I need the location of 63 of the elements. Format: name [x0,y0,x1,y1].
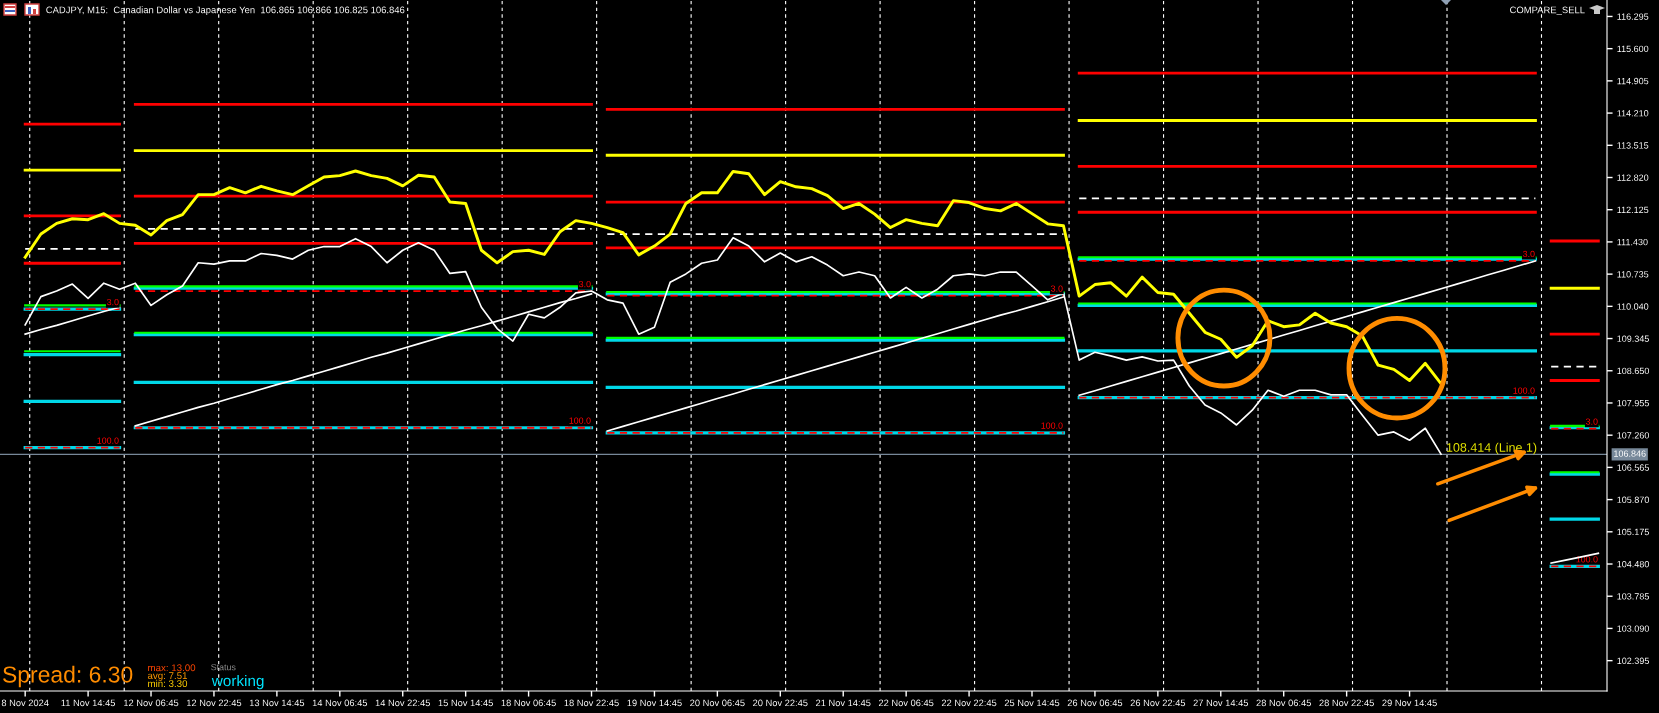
annotation: max: 13.00 [148,664,196,672]
y-tick-label: 107.955 [1617,399,1649,407]
y-tick-label: 114.210 [1617,110,1649,117]
x-tick-label: 15 Nov 14:45 [438,699,493,707]
y-tick-label: 110.040 [1617,303,1649,310]
x-tick-label: 8 Nov 2024 [1,699,49,707]
x-tick-label: 26 Nov 06:45 [1067,699,1123,707]
x-tick-label: 28 Nov 06:45 [1256,699,1311,707]
x-tick-label: 12 Nov 22:45 [186,699,242,707]
x-tick-label: 19 Nov 14:45 [627,699,682,707]
y-tick-label: 103.785 [1617,593,1649,600]
y-tick-label: 109.345 [1617,335,1649,342]
annotation: working [211,674,264,690]
x-tick-label: 20 Nov 22:45 [753,699,808,707]
ref-line-label: 106.846 [1614,450,1646,457]
y-tick-label: 102.395 [1617,657,1649,664]
line-series [23,169,1443,386]
annotation: avg: 7.51 [147,672,188,681]
y-tick-label: 105.870 [1617,496,1649,503]
x-tick-label: 20 Nov 06:45 [690,699,745,707]
x-tick-label: 29 Nov 14:45 [1382,699,1437,707]
x-tick-label: 27 Nov 14:45 [1193,699,1249,707]
x-tick-label: 12 Nov 06:45 [124,699,179,707]
y-tick-label: 104.480 [1617,560,1649,568]
x-tick-label: 18 Nov 06:45 [501,699,556,707]
annotation: 3.0 [1050,285,1063,292]
annotation: 3.0 [578,280,591,288]
annotation: 100.0 [1513,387,1535,394]
x-tick-label: 21 Nov 14:45 [816,699,871,707]
x-tick-label: 18 Nov 22:45 [564,699,619,707]
annotation: 100.0 [1041,422,1063,429]
x-tick-label: 22 Nov 22:45 [941,699,997,707]
x-tick-label: 28 Nov 22:45 [1319,699,1374,707]
text: CADJPY, M15: Canadian Dollar vs Japanese Yen 106.865 106.866 106.825 106.846 [46,6,405,16]
annotation: 100.0 [569,417,591,424]
x-tick-label: 11 Nov 14:45 [61,699,116,707]
y-tick-label: 115.600 [1617,45,1649,53]
y-tick-label: 107.260 [1617,432,1649,439]
y-tick-label: 108.650 [1617,367,1649,375]
annotation: 3.0 [1522,250,1535,258]
x-tick-label: 25 Nov 14:45 [1004,699,1060,707]
y-tick-label: 112.820 [1617,174,1649,181]
y-tick-label: 110.735 [1617,271,1649,278]
y-tick-label: 106.565 [1617,464,1649,471]
y-tick-label: 116.295 [1617,13,1649,20]
annotation: min: 3.30 [148,679,188,688]
x-tick-label: 22 Nov 06:45 [878,699,934,707]
y-tick-label: 114.905 [1617,77,1649,85]
y-tick-label: 103.090 [1617,625,1649,632]
annotation: Status [211,663,236,671]
y-tick-label: 112.125 [1617,206,1649,214]
y-tick-label: 105.175 [1617,528,1649,536]
y-tick-label: 113.515 [1617,142,1649,149]
x-tick-label: 13 Nov 14:45 [249,699,305,707]
annotation: COMPARE_SELL [1510,6,1585,16]
y-tick-label: 111.430 [1617,238,1648,246]
x-tick-label: 14 Nov 06:45 [312,699,368,707]
annotation: 3.0 [1585,418,1598,425]
annotation: 100.0 [97,437,119,444]
annotation: Spread: 6.30 [3,665,133,688]
x-tick-label: 14 Nov 22:45 [375,699,431,707]
x-tick-label: 26 Nov 22:45 [1130,699,1186,707]
annotation: 3.0 [106,298,119,306]
